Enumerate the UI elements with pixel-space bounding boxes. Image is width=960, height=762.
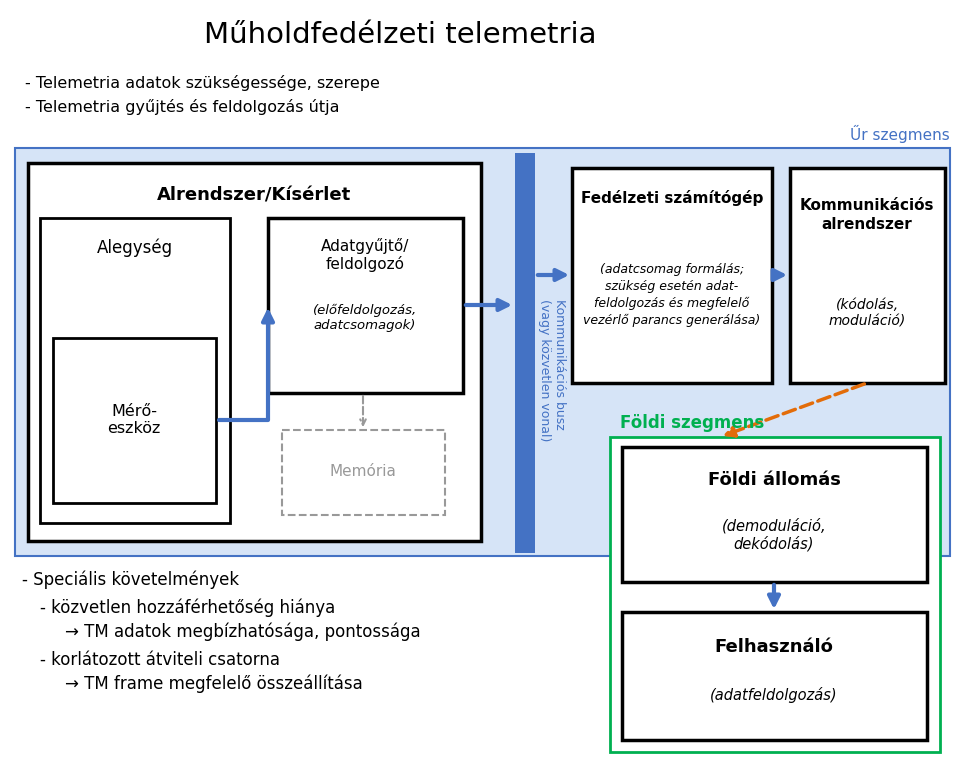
Text: Űr szegmens: Űr szegmens — [851, 125, 950, 143]
Text: Kommunikációs
alrendszer: Kommunikációs alrendszer — [800, 198, 934, 232]
Bar — [28, 163, 481, 541]
Text: (kódolás,
moduláció): (kódolás, moduláció) — [828, 298, 905, 328]
Text: → TM frame megfelelő összeállítása: → TM frame megfelelő összeállítása — [65, 674, 363, 693]
Text: Földi szegmens: Földi szegmens — [620, 414, 764, 432]
Bar — [40, 218, 230, 523]
Bar — [610, 437, 940, 752]
Text: Alrendszer/Kísérlet: Alrendszer/Kísérlet — [156, 186, 351, 204]
Bar — [515, 153, 535, 553]
Text: (előfeldolgozás,
adatcsomagok): (előfeldolgozás, adatcsomagok) — [313, 304, 418, 332]
Text: Felhasználó: Felhasználó — [714, 638, 833, 656]
Text: Memória: Memória — [329, 465, 396, 479]
Bar — [572, 168, 772, 383]
Text: Földi állomás: Földi állomás — [708, 471, 840, 489]
Text: Fedélzeti számítógép: Fedélzeti számítógép — [581, 190, 763, 206]
Bar — [15, 148, 950, 556]
Text: (adatcsomag formálás;
szükség esetén adat-
feldolgozás és megfelelő
vezérlő para: (adatcsomag formálás; szükség esetén ada… — [584, 263, 760, 327]
Text: - Speciális követelmények: - Speciális követelmények — [22, 571, 239, 589]
Bar — [53, 338, 216, 503]
Text: Alegység: Alegység — [97, 239, 173, 258]
Text: Adatgyűjtő/
feldolgozó: Adatgyűjtő/ feldolgozó — [321, 238, 409, 272]
Text: Mérő-
eszköz: Mérő- eszköz — [108, 404, 160, 436]
Bar — [622, 612, 927, 740]
Bar — [790, 168, 945, 383]
Bar — [282, 430, 445, 515]
Bar — [268, 218, 463, 393]
Text: (demoduláció,
dekódolás): (demoduláció, dekódolás) — [722, 518, 827, 552]
Text: Műholdfedélzeti telemetria: Műholdfedélzeti telemetria — [204, 21, 596, 49]
Bar — [622, 447, 927, 582]
Text: Kommunikációs busz
(vagy közvetlen vonal): Kommunikációs busz (vagy közvetlen vonal… — [538, 299, 566, 441]
Text: - Telemetria gyűjtés és feldolgozás útja: - Telemetria gyűjtés és feldolgozás útja — [25, 99, 340, 115]
Text: - Telemetria adatok szükségessége, szerepe: - Telemetria adatok szükségessége, szere… — [25, 75, 380, 91]
Text: → TM adatok megbízhatósága, pontossága: → TM adatok megbízhatósága, pontossága — [65, 623, 420, 642]
Text: - korlátozott átviteli csatorna: - korlátozott átviteli csatorna — [40, 651, 280, 669]
Text: (adatfeldolgozás): (adatfeldolgozás) — [710, 687, 838, 703]
Text: - közvetlen hozzáférhetőség hiánya: - közvetlen hozzáférhetőség hiánya — [40, 599, 335, 617]
